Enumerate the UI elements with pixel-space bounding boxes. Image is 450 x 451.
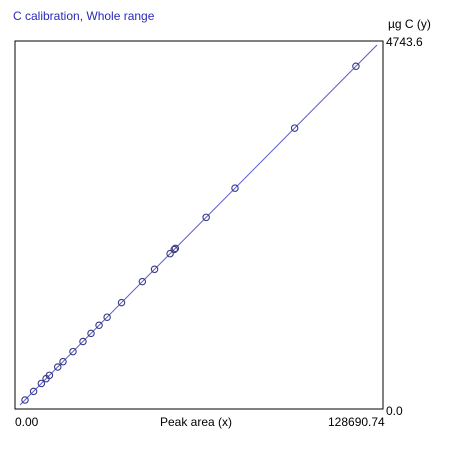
x-max-tick-label: 128690.74: [328, 415, 385, 429]
data-point: [171, 244, 180, 253]
data-point: [166, 249, 174, 258]
data-point: [29, 387, 38, 396]
data-point: [290, 124, 299, 132]
data-point: [87, 329, 95, 338]
y-axis-label: µg C (y): [388, 17, 431, 31]
data-point: [45, 371, 54, 380]
plot-area: [19, 44, 378, 406]
data-point: [138, 277, 147, 286]
data-point: [79, 337, 87, 346]
chart-title: C calibration, Whole range: [13, 9, 155, 23]
data-point: [103, 313, 111, 321]
x-min-tick-label: 0.00: [15, 415, 39, 429]
x-axis-label: Peak area (x): [160, 415, 232, 429]
data-point: [95, 321, 103, 329]
data-point: [53, 363, 62, 371]
data-point: [150, 265, 159, 274]
calibration-fit-line: [19, 44, 378, 406]
y-min-tick-label: 0.0: [386, 404, 403, 418]
data-point: [59, 357, 67, 366]
data-point: [231, 184, 239, 192]
data-point: [170, 245, 178, 254]
data-point: [69, 347, 77, 356]
data-point: [202, 213, 210, 222]
data-point: [352, 62, 360, 70]
data-point: [117, 298, 126, 307]
data-point: [37, 379, 46, 388]
y-max-tick-label: 4743.6: [386, 35, 423, 49]
data-point: [21, 396, 29, 404]
